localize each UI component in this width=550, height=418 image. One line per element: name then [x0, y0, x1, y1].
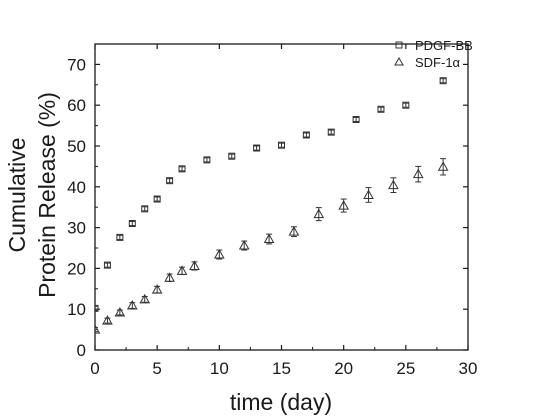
data-point-triangle: [164, 272, 175, 282]
data-point-square: [352, 115, 360, 123]
y-axis-title-line-1: Cumulative: [4, 137, 30, 252]
x-tick-label: 0: [90, 359, 99, 378]
data-point-square: [153, 195, 161, 203]
data-point-triangle: [126, 300, 138, 310]
x-tick-label: 15: [272, 359, 291, 378]
data-point-triangle: [363, 189, 374, 199]
data-point-square: [439, 77, 447, 85]
data-point-triangle: [151, 284, 163, 294]
y-tick-label: 30: [67, 219, 86, 238]
x-tick-label: 10: [210, 359, 229, 378]
data-point-triangle: [238, 240, 250, 250]
legend-label-pdgf-bb: PDGF-BB: [415, 38, 473, 53]
data-point-square: [141, 205, 149, 213]
y-tick-label: 40: [67, 178, 86, 197]
y-tick-label: 0: [77, 341, 86, 360]
data-point-triangle: [139, 293, 151, 304]
data-point-triangle: [176, 265, 188, 275]
x-tick-label: 5: [152, 359, 161, 378]
x-tick-label: 20: [334, 359, 353, 378]
plot-frame: [94, 43, 469, 351]
data-point-square: [166, 177, 174, 185]
y-tick-label: 70: [67, 55, 86, 74]
data-point-triangle: [288, 226, 300, 236]
y-axis-title-line-2: Protein Release (%): [34, 92, 60, 298]
data-point-square: [253, 144, 261, 152]
data-point-square: [278, 141, 285, 149]
data-point-square: [377, 105, 385, 113]
data-point-square: [302, 131, 310, 139]
data-point-triangle: [313, 208, 325, 219]
legend-marker-triangle: [394, 56, 404, 66]
data-point-triangle: [114, 306, 126, 317]
legend-marker-square: [395, 41, 403, 49]
y-tick-label: 60: [67, 96, 86, 115]
data-point-triangle: [437, 161, 449, 171]
data-point-triangle: [102, 315, 113, 325]
data-point-triangle: [338, 200, 350, 210]
data-point-triangle: [95, 324, 101, 334]
y-tick-label: 10: [67, 300, 86, 319]
x-axis: 0 5 10 15 20 25 30: [90, 44, 477, 378]
data-point-square: [103, 261, 111, 269]
data-point-triangle: [412, 168, 424, 179]
x-tick-label: 30: [459, 359, 478, 378]
data-point-square: [228, 152, 236, 160]
data-point-square: [178, 165, 186, 173]
data-point-square: [402, 101, 410, 109]
y-tick-label: 20: [67, 259, 86, 278]
legend-label-sdf-1a: SDF-1α: [415, 55, 461, 70]
data-point-square: [116, 233, 124, 241]
data-point-square: [128, 220, 136, 228]
series-triangle: [95, 158, 449, 334]
data-point-square: [95, 304, 99, 312]
data-point-square: [327, 128, 335, 136]
legend: PDGF-BB SDF-1α: [394, 38, 473, 70]
series-layer: [95, 77, 449, 334]
y-axis: 0 10 20 30 40 50 60 70: [67, 55, 468, 360]
data-point-square: [203, 156, 211, 164]
y-tick-label: 50: [67, 137, 86, 156]
x-axis-title: time (day): [230, 389, 332, 415]
y-axis-title: Cumulative Protein Release (%): [4, 92, 60, 298]
series-square: [95, 77, 447, 312]
x-tick-label: 25: [396, 359, 415, 378]
data-point-triangle: [388, 179, 399, 190]
data-point-triangle: [189, 260, 200, 270]
data-point-triangle: [213, 249, 225, 259]
data-point-triangle: [263, 233, 275, 244]
